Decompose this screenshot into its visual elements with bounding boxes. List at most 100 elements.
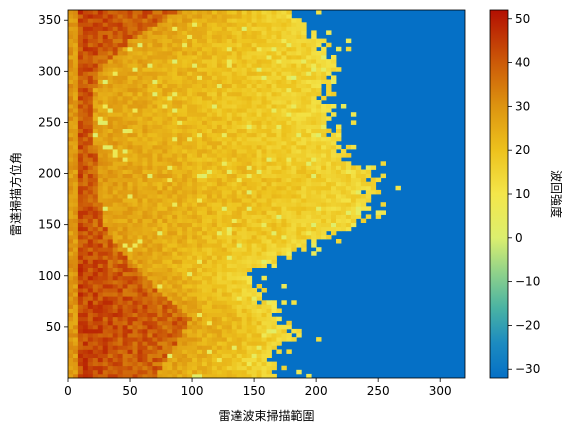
heatmap-cell — [336, 206, 342, 211]
heatmap-cell — [206, 239, 213, 244]
heatmap-cell — [236, 349, 243, 354]
heatmap-cell — [77, 46, 84, 52]
heatmap-cell — [162, 316, 168, 322]
heatmap-cell — [73, 26, 79, 31]
heatmap-cell — [177, 63, 183, 68]
heatmap-cell — [177, 50, 183, 56]
heatmap-cell — [132, 112, 138, 117]
heatmap-cell — [127, 345, 133, 350]
heatmap-cell — [266, 251, 272, 256]
heatmap-cell — [187, 116, 193, 121]
heatmap-cell — [73, 42, 79, 48]
heatmap-cell — [87, 263, 94, 268]
heatmap-cell — [157, 100, 163, 105]
heatmap-cell — [271, 194, 277, 199]
heatmap-cell — [321, 112, 327, 117]
heatmap-cell — [271, 337, 277, 342]
heatmap-cell — [236, 18, 243, 23]
heatmap-cell — [216, 173, 223, 179]
heatmap-cell — [241, 198, 248, 203]
heatmap-cell — [177, 222, 183, 228]
heatmap-cell — [221, 46, 228, 52]
heatmap-cell — [112, 79, 119, 84]
heatmap-cell — [256, 95, 262, 101]
heatmap-cell — [82, 136, 89, 142]
heatmap-cell — [281, 14, 287, 19]
heatmap-cell — [127, 222, 133, 228]
heatmap-cell — [340, 189, 347, 195]
heatmap-cell — [206, 136, 213, 142]
heatmap-cell — [266, 91, 272, 97]
heatmap-cell — [246, 55, 253, 60]
heatmap-cell — [177, 189, 183, 195]
heatmap-cell — [73, 361, 79, 367]
heatmap-cell — [261, 337, 267, 342]
heatmap-cell — [92, 22, 99, 27]
heatmap-cell — [261, 75, 267, 80]
heatmap-cell — [256, 320, 262, 326]
heatmap-cell — [311, 128, 317, 134]
heatmap-cell — [256, 234, 262, 240]
heatmap-cell — [162, 300, 168, 305]
heatmap-cell — [301, 75, 307, 80]
heatmap-cell — [107, 292, 114, 297]
heatmap-cell — [192, 132, 198, 138]
heatmap-cell — [246, 153, 253, 158]
heatmap-cell — [241, 136, 248, 142]
heatmap-cell — [162, 222, 168, 228]
heatmap-cell — [261, 112, 267, 117]
heatmap-cell — [231, 357, 238, 363]
heatmap-cell — [127, 288, 133, 293]
heatmap-cell — [271, 169, 277, 174]
heatmap-cell — [221, 365, 228, 371]
heatmap-cell — [231, 50, 238, 56]
heatmap-cell — [132, 373, 138, 379]
heatmap-cell — [266, 30, 272, 35]
heatmap-cell — [68, 222, 74, 228]
heatmap-cell — [321, 149, 327, 154]
heatmap-cell — [167, 353, 173, 358]
heatmap-cell — [127, 312, 133, 318]
heatmap-cell — [172, 202, 178, 207]
heatmap-cell — [202, 38, 208, 44]
heatmap-cell — [117, 157, 123, 162]
heatmap-cell — [77, 104, 84, 109]
heatmap-cell — [117, 324, 123, 330]
heatmap-cell — [68, 189, 74, 195]
heatmap-cell — [157, 271, 163, 277]
heatmap-cell — [132, 345, 138, 350]
heatmap-cell — [236, 300, 243, 305]
heatmap-cell — [246, 206, 253, 211]
heatmap-cell — [92, 71, 99, 76]
heatmap-cell — [122, 337, 128, 342]
heatmap-cell — [192, 292, 198, 297]
heatmap-cell — [211, 79, 218, 84]
heatmap-cell — [82, 337, 89, 342]
heatmap-cell — [177, 239, 183, 244]
heatmap-cell — [226, 308, 233, 313]
heatmap-cell — [221, 144, 228, 150]
heatmap-cell — [82, 161, 89, 166]
heatmap-cell — [365, 206, 372, 211]
heatmap-cell — [345, 194, 352, 199]
heatmap-cell — [68, 312, 74, 318]
heatmap-cell — [311, 71, 317, 76]
heatmap-cell — [122, 271, 128, 277]
heatmap-cell — [241, 218, 248, 223]
heatmap-cell — [127, 79, 133, 84]
heatmap-cell — [167, 341, 173, 346]
heatmap-cell — [87, 275, 94, 281]
heatmap-cell — [216, 341, 223, 346]
heatmap-cell — [375, 189, 382, 195]
heatmap-cell — [172, 108, 178, 113]
heatmap-cell — [231, 341, 238, 346]
heatmap-cell — [197, 292, 203, 297]
heatmap-cell — [271, 95, 277, 101]
heatmap-cell — [147, 22, 153, 27]
heatmap-cell — [202, 247, 208, 252]
heatmap-cell — [107, 165, 114, 170]
heatmap-cell — [251, 104, 257, 109]
heatmap-cell — [316, 165, 322, 170]
heatmap-cell — [107, 247, 114, 252]
heatmap-cell — [157, 120, 163, 125]
